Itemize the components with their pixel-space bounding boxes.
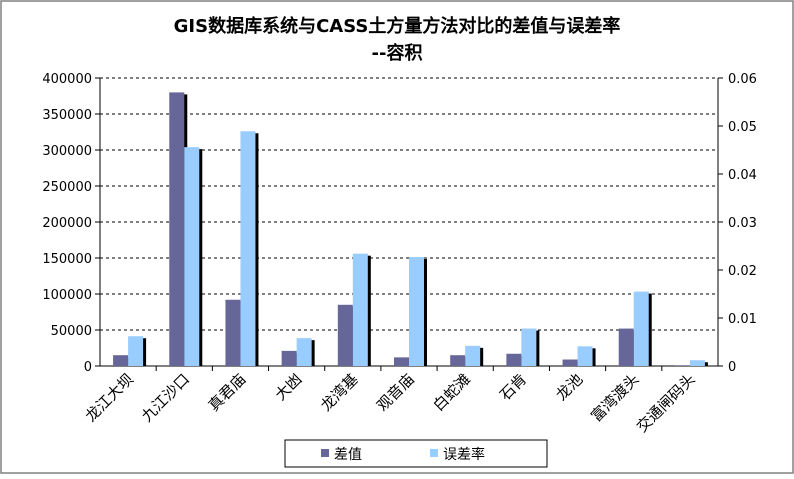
legend: 差值 误差率	[284, 439, 548, 468]
legend-swatch-diff	[321, 449, 329, 457]
legend-swatch-error-rate	[430, 449, 438, 457]
right-axis-tick-label: 0.01	[728, 312, 757, 327]
right-axis-tick-label: 0.03	[728, 216, 757, 231]
bar-diff	[506, 353, 522, 366]
bar-error-rate	[352, 253, 368, 366]
right-axis-tick-label: 0	[728, 360, 736, 375]
bar-error-rate	[184, 147, 200, 366]
bar-diff	[562, 359, 578, 366]
bar-diff	[113, 355, 129, 366]
bar-error-rate	[521, 328, 537, 366]
bar-diff	[225, 299, 241, 366]
left-axis-tick-label: 300000	[42, 144, 92, 159]
legend-label-error-rate: 误差率	[443, 446, 485, 463]
bar-diff	[281, 350, 297, 366]
bar-diff	[618, 328, 634, 366]
bar-error-rate	[240, 131, 256, 366]
bar-error-rate	[689, 360, 705, 366]
right-axis-tick-label: 0.04	[728, 168, 757, 183]
bar-diff	[674, 365, 690, 366]
right-axis-tick-label: 0.06	[728, 72, 757, 87]
left-axis-tick-label: 50000	[51, 324, 92, 339]
left-axis-tick-label: 100000	[42, 288, 92, 303]
chart-title-line2: --容积	[372, 42, 423, 64]
bar-error-rate	[128, 336, 144, 366]
bar-diff	[337, 304, 353, 366]
bar-error-rate	[465, 345, 481, 366]
left-axis-tick-label: 200000	[42, 216, 92, 231]
left-axis-tick-label: 400000	[42, 72, 92, 87]
right-axis-tick-label: 0.02	[728, 264, 757, 279]
right-axis-tick-label: 0.05	[728, 120, 757, 135]
bar-error-rate	[577, 346, 593, 366]
left-axis-tick-label: 250000	[42, 180, 92, 195]
bar-diff	[169, 92, 185, 367]
left-axis-tick-label: 350000	[42, 108, 92, 123]
bar-diff	[450, 355, 466, 366]
bar-error-rate	[296, 338, 312, 366]
bar-error-rate	[633, 291, 649, 366]
bar-diff	[394, 357, 409, 366]
legend-label-diff: 差值	[334, 447, 362, 463]
bar-error-rate	[409, 257, 424, 366]
left-axis-tick-label: 0	[84, 360, 92, 375]
left-axis-tick-label: 150000	[42, 252, 92, 267]
chart-title-line1: GIS数据库系统与CASS土方量方法对比的差值与误差率	[174, 15, 621, 37]
